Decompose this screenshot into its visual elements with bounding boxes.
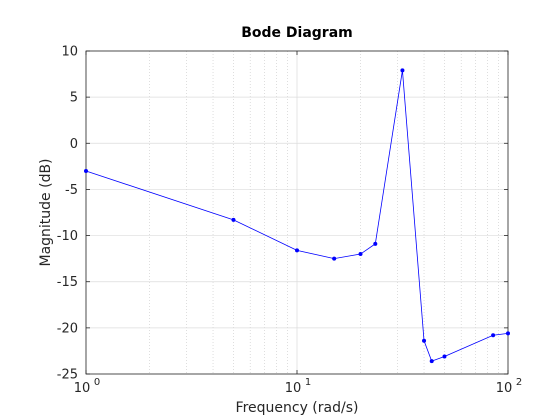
y-tick-label: -5 <box>65 183 78 198</box>
y-axis-label: Magnitude (dB) <box>38 158 54 266</box>
data-point <box>429 359 434 364</box>
y-tick-label: 5 <box>70 91 78 106</box>
series-line <box>85 70 509 362</box>
y-tick-label: 10 <box>61 45 78 60</box>
data-point <box>506 331 510 336</box>
data-point <box>442 354 447 359</box>
x-tick-label: 10 <box>285 381 302 396</box>
data-point <box>491 333 496 338</box>
y-tick-label: -10 <box>57 229 78 244</box>
y-tick-label: -15 <box>57 275 78 290</box>
data-point <box>358 252 363 257</box>
x-tick-label: 10 <box>496 381 513 396</box>
x-tick-exponent: 1 <box>305 377 311 388</box>
data-point <box>422 338 427 343</box>
y-tick-label: -25 <box>57 368 78 383</box>
x-axis-label: Frequency (rad/s) <box>236 400 359 416</box>
x-tick-exponent: 2 <box>516 377 522 388</box>
x-tick-label: 10 <box>74 381 91 396</box>
data-point <box>400 68 405 73</box>
data-point <box>332 256 337 261</box>
x-tick-exponent: 0 <box>94 377 100 388</box>
data-point <box>373 241 378 246</box>
data-point <box>84 168 88 173</box>
chart-title: Bode Diagram <box>241 25 353 41</box>
y-tick-label: 0 <box>70 137 78 152</box>
data-point <box>295 248 299 253</box>
series <box>84 68 510 364</box>
data-point <box>231 217 236 222</box>
y-tick-label: -20 <box>57 321 78 336</box>
